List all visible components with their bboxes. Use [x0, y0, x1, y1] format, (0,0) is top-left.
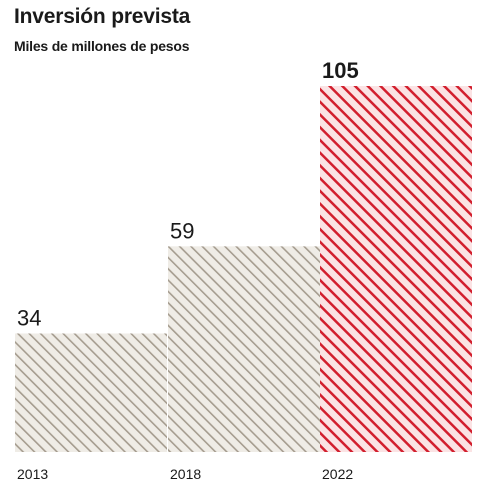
- chart-title: Inversión prevista: [14, 5, 191, 28]
- value-label-2022: 105: [322, 58, 359, 83]
- category-label-2022: 2022: [322, 466, 353, 482]
- category-label-2018: 2018: [170, 466, 201, 482]
- category-labels-group: 2013 2018 2022: [17, 466, 353, 482]
- bar-2022: [320, 86, 472, 452]
- value-label-2013: 34: [17, 305, 41, 330]
- value-labels-group: 34 59 105: [17, 58, 359, 330]
- bar-2013: [15, 333, 167, 452]
- chart-subtitle: Miles de millones de pesos: [14, 38, 190, 54]
- category-label-2013: 2013: [17, 466, 48, 482]
- bar-2018: [168, 246, 320, 452]
- bars-group: [15, 86, 472, 452]
- value-label-2018: 59: [170, 218, 194, 243]
